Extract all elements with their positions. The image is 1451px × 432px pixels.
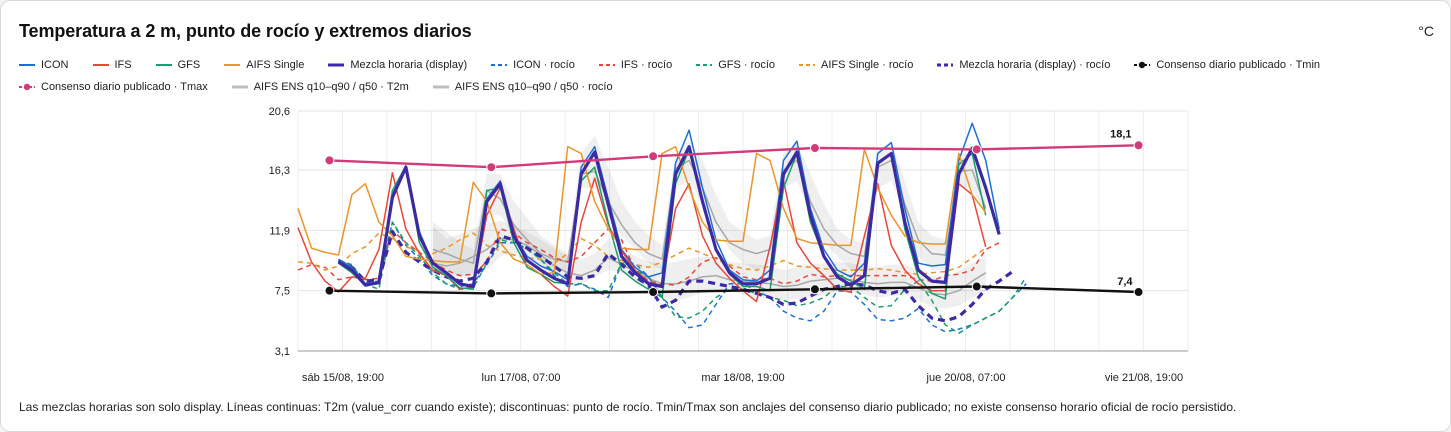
legend-label: Mezcla horaria (display) · rocío	[959, 59, 1111, 71]
legend-swatch	[155, 64, 172, 66]
band-aifs-ens-q10-q90-q50-rocio	[432, 220, 986, 309]
x-tick-label: mar 18/08, 19:00	[701, 372, 784, 384]
legend-item[interactable]: Consenso diario publicado · Tmax	[19, 76, 208, 98]
legend-label: ICON · rocío	[513, 59, 575, 71]
annotation-tmax: 18,1	[1110, 128, 1131, 140]
legend-swatch	[328, 63, 345, 67]
legend-item[interactable]: Consenso diario publicado · Tmin	[1134, 54, 1320, 76]
legend-label: IFS	[114, 59, 132, 71]
grid	[297, 110, 1189, 352]
annotation-tmin: 7,4	[1117, 276, 1133, 288]
x-tick-label: vie 21/08, 19:00	[1105, 372, 1183, 384]
legend-item[interactable]: IFS · rocío	[598, 54, 673, 76]
legend-item[interactable]: ICON	[19, 54, 69, 76]
chart-title: Temperatura a 2 m, punto de rocío y extr…	[19, 21, 472, 41]
legend-swatch	[432, 85, 449, 89]
legend-item[interactable]: GFS · rocío	[696, 54, 775, 76]
series-icon-rocio	[338, 221, 1027, 333]
point-consenso-diario-publicado-tmax	[324, 155, 335, 166]
series-gfs-rocio	[338, 221, 1027, 334]
legend-swatch	[19, 64, 35, 66]
y-tick-label: 7,5	[275, 286, 290, 298]
legend-swatch	[231, 85, 248, 89]
legend-label: Mezcla horaria (display)	[350, 59, 468, 71]
legend-swatch	[799, 64, 816, 66]
point-consenso-diario-publicado-tmax	[809, 143, 820, 154]
chart-legend: ICON IFS GFS AIFS Single Mezcla horaria (dis…	[19, 54, 1419, 98]
legend-label: AIFS ENS q10–q90 / q50 · rocío	[454, 81, 613, 93]
legend-label: Consenso diario publicado · Tmin	[1156, 59, 1321, 71]
legend-label: GFS	[177, 59, 201, 71]
legend-swatch	[696, 64, 713, 66]
legend-swatch	[598, 64, 615, 66]
legend-label: Consenso diario publicado · Tmax	[41, 81, 208, 93]
point-consenso-diario-publicado-tmin	[971, 281, 982, 292]
legend-swatch	[1134, 61, 1151, 69]
point-consenso-diario-publicado-tmin	[1133, 287, 1144, 298]
legend-item[interactable]: AIFS ENS q10–q90 / q50 · rocío	[432, 76, 613, 98]
point-consenso-diario-publicado-tmin	[486, 288, 497, 299]
y-tick-label: 16,3	[269, 165, 290, 177]
y-tick-label: 11,9	[269, 225, 290, 237]
legend-item[interactable]: GFS	[155, 54, 201, 76]
legend-swatch	[937, 63, 954, 67]
unit-label: °C	[1418, 23, 1434, 39]
legend-swatch	[92, 64, 109, 66]
x-tick-label: lun 17/08, 07:00	[482, 372, 561, 384]
legend-swatch	[19, 83, 35, 91]
chart-plot: 20,6 16,3 11,9 7,5 3,1 sáb 15/08, 19:00 lun 17…	[269, 106, 1189, 384]
series-aifs-single-rocio	[297, 232, 987, 275]
legend-label: AIFS ENS q10–q90 / q50 · T2m	[253, 81, 409, 93]
point-consenso-diario-publicado-tmin	[324, 285, 335, 296]
legend-label: ICON	[41, 59, 69, 71]
series-consenso-diario-publicado-tmin	[329, 285, 1139, 295]
legend-swatch	[224, 64, 241, 66]
series-consenso-diario-publicado-tmax	[329, 144, 1139, 169]
legend-item[interactable]: AIFS Single	[224, 54, 304, 76]
x-tick-label: jue 20/08, 07:00	[926, 372, 1006, 384]
legend-item[interactable]: AIFS ENS q10–q90 / q50 · T2m	[231, 76, 409, 98]
legend-item[interactable]: IFS	[92, 54, 132, 76]
series-aifs-single	[297, 145, 987, 275]
legend-item[interactable]: AIFS Single · rocío	[799, 54, 913, 76]
legend-label: GFS · rocío	[718, 59, 776, 71]
legend-item[interactable]: Mezcla horaria (display) · rocío	[937, 54, 1110, 76]
legend-item[interactable]: Mezcla horaria (display)	[328, 54, 467, 76]
legend-label: AIFS Single · rocío	[821, 59, 914, 71]
x-tick-label: sáb 15/08, 19:00	[302, 372, 384, 384]
legend-label: IFS · rocío	[620, 59, 673, 71]
series-mezcla-horaria-display	[337, 145, 1001, 289]
point-consenso-diario-publicado-tmin	[648, 287, 659, 298]
footnote: Las mezclas horarias son solo display. L…	[19, 400, 1237, 414]
legend-item[interactable]: ICON · rocío	[491, 54, 575, 76]
y-tick-label: 3,1	[275, 346, 290, 358]
point-consenso-diario-publicado-tmax	[486, 162, 497, 173]
point-consenso-diario-publicado-tmax	[971, 144, 982, 155]
y-tick-label: 20,6	[269, 106, 290, 118]
legend-label: AIFS Single	[246, 59, 305, 71]
point-consenso-diario-publicado-tmax	[1133, 140, 1144, 151]
point-consenso-diario-publicado-tmax	[648, 151, 659, 162]
legend-swatch	[491, 64, 508, 66]
median-aifs-ens-q10-q90-q50-rocio	[432, 237, 987, 296]
point-consenso-diario-publicado-tmin	[809, 284, 820, 295]
